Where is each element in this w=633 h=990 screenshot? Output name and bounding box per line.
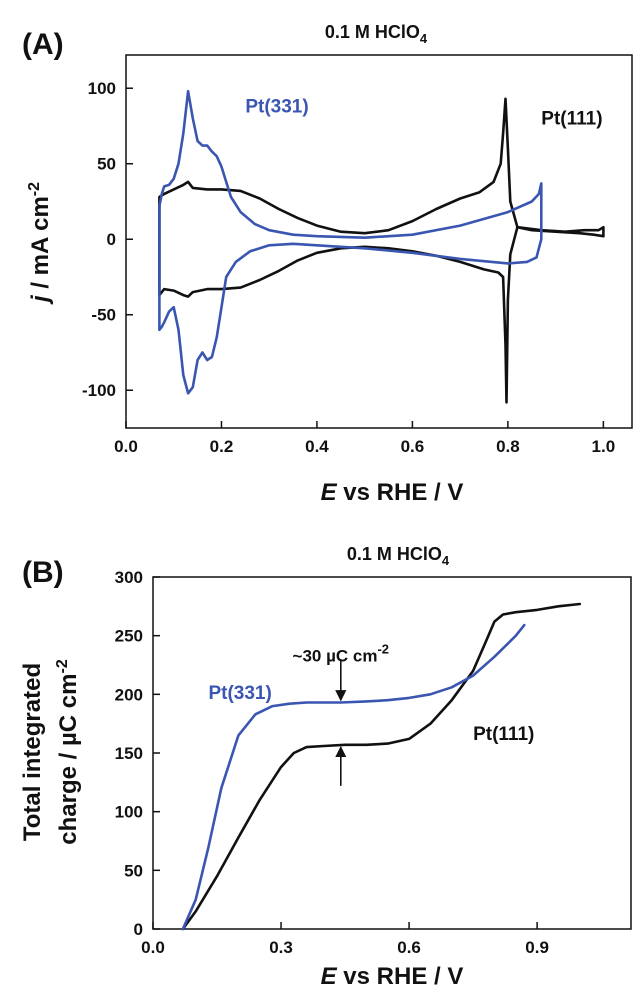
series-line-pt331 <box>158 89 543 395</box>
panel-b-charge-difference-annotation: ~30 µC cm-2 <box>293 641 390 665</box>
series-line-pt331 <box>181 623 526 931</box>
x-tick-label: 0.0 <box>114 437 138 456</box>
y-tick-label: -50 <box>91 306 116 325</box>
series-line-pt111 <box>158 97 605 404</box>
panel-b-y-axis-title-line2: charge / µC cm-2 <box>54 659 82 845</box>
panel-a-x-ticks: 0.0 0.2 0.4 0.6 0.8 1.0 <box>114 421 615 456</box>
panel-b-label-pt111: Pt(111) <box>473 724 534 745</box>
panel-a-label: (A) <box>22 28 64 61</box>
panel-b-title: 0.1 M HClO4 <box>347 544 450 568</box>
x-tick-label: 0.0 <box>141 938 165 957</box>
x-tick-label: 0.6 <box>401 437 425 456</box>
panel-a-y-axis-title: j / mA cm-2 <box>26 182 54 305</box>
panel-a-label-pt111: Pt(111) <box>541 108 602 129</box>
panel-a-label-pt331: Pt(331) <box>245 96 308 117</box>
panel-a-plot-frame <box>125 54 633 429</box>
panel-b-series <box>181 602 582 931</box>
panel-b: (B) 0.1 M HClO4 0.0 0.3 0.6 0.9 300 250 200 15… <box>19 544 632 990</box>
panel-b-label: (B) <box>22 556 64 589</box>
y-tick-label: 100 <box>88 79 116 98</box>
series-line-pt111 <box>181 602 582 931</box>
panel-b-x-axis-title: E vs RHE / V <box>321 963 464 990</box>
panel-b-label-pt331: Pt(331) <box>208 683 271 704</box>
panel-a: (A) 0.1 M HClO4 0.0 0.2 0.4 0.6 0.8 1.0 100 50… <box>22 22 633 506</box>
panel-b-y-axis-title-line1: Total integrated <box>19 663 46 841</box>
panel-b-plot-frame <box>152 576 632 930</box>
y-tick-label: 100 <box>115 803 143 822</box>
y-tick-label: 250 <box>115 627 143 646</box>
y-tick-label: 0 <box>134 920 143 939</box>
y-tick-label: -100 <box>82 381 116 400</box>
y-tick-label: 200 <box>115 685 143 704</box>
x-tick-label: 0.3 <box>269 938 293 957</box>
y-tick-label: 50 <box>97 155 116 174</box>
x-tick-label: 0.6 <box>397 938 421 957</box>
panel-b-y-ticks: 300 250 200 150 100 50 0 <box>115 568 160 939</box>
y-tick-label: 50 <box>124 861 143 880</box>
x-tick-label: 0.4 <box>305 437 329 456</box>
y-tick-label: 300 <box>115 568 143 587</box>
panel-b-x-ticks: 0.0 0.3 0.6 0.9 <box>141 922 549 957</box>
panel-a-title: 0.1 M HClO4 <box>325 22 428 46</box>
panel-a-y-ticks: 100 50 0 -50 -100 <box>82 79 133 400</box>
x-tick-label: 1.0 <box>592 437 616 456</box>
y-tick-label: 150 <box>115 744 143 763</box>
panel-a-series <box>158 89 605 404</box>
panel-a-x-axis-title: E vs RHE / V <box>321 479 464 506</box>
x-tick-label: 0.9 <box>525 938 549 957</box>
y-tick-label: 0 <box>107 230 116 249</box>
x-tick-label: 0.8 <box>496 437 520 456</box>
x-tick-label: 0.2 <box>210 437 234 456</box>
